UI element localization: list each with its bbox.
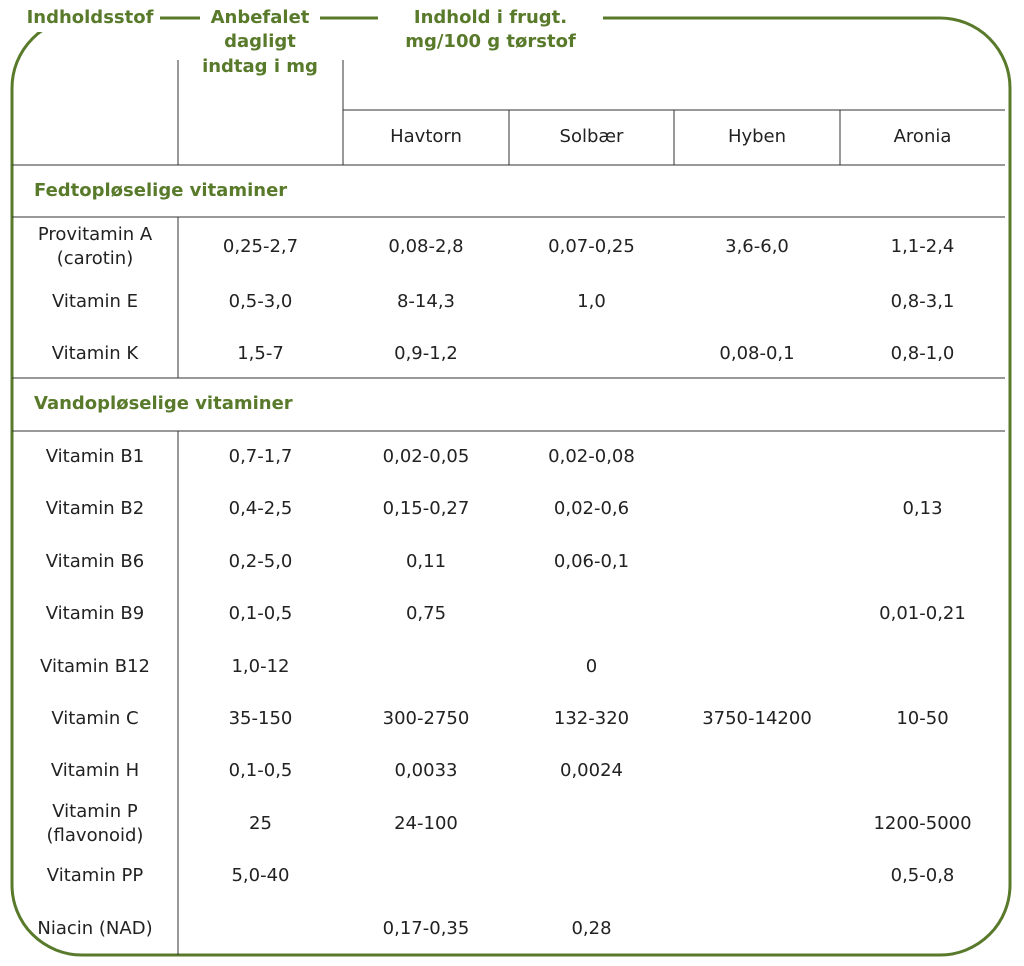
cell: 1200-5000 [873, 812, 972, 834]
cell: 0,07-0,25 [548, 235, 635, 257]
cell: 0,15-0,27 [382, 498, 470, 520]
cell: 1,5-7 [237, 342, 284, 364]
cell: 0,13 [902, 498, 943, 520]
cell: 0,02-0,6 [553, 498, 630, 520]
cell: 0,0033 [394, 760, 458, 782]
row-label: Vitamin P (flavonoid) [46, 800, 144, 846]
row-label: Vitamin PP [46, 865, 144, 887]
cell: 0,5-3,0 [228, 290, 293, 312]
cell: 0,7-1,7 [228, 446, 293, 468]
cell: 10-50 [896, 708, 949, 730]
row-label: Vitamin E [51, 290, 139, 312]
cell: 0 [585, 655, 598, 677]
cell: 0,08-2,8 [388, 235, 464, 257]
row-label: Provitamin A (carotin) [37, 223, 153, 269]
row-label: Vitamin C [51, 708, 139, 730]
header-label: Anbefalet dagligt indtag i mg [200, 6, 320, 86]
section-title: Vandopløselige vitaminer [34, 392, 293, 414]
row-label: Vitamin B9 [45, 603, 145, 625]
cell: 0,75 [405, 603, 447, 625]
cell: 5,0-40 [231, 865, 290, 887]
row-label: Niacin (NAD) [37, 917, 153, 939]
fruit-header: Hyben [727, 126, 787, 148]
cell: 0,1-0,5 [228, 760, 293, 782]
grid [12, 60, 1005, 955]
fruit-header: Aronia [893, 126, 952, 148]
row-label: Vitamin B6 [45, 550, 145, 572]
header-label: Indhold i frugt. mg/100 g tørstof [378, 6, 603, 58]
cell: 0,9-1,2 [394, 342, 458, 364]
cell: 300-2750 [382, 708, 470, 730]
cell: 0,02-0,05 [382, 446, 470, 468]
header-label: Indholdsstof [20, 6, 160, 32]
cell: 1,0-12 [231, 655, 290, 677]
cell: 1,0 [577, 290, 606, 312]
cell: 0,08-0,1 [719, 342, 795, 364]
cell: 132-320 [553, 708, 630, 730]
cell: 3,6-6,0 [725, 235, 789, 257]
row-label: Vitamin B12 [40, 655, 150, 677]
cell: 0,0024 [560, 760, 623, 782]
row-label: Vitamin H [50, 760, 140, 782]
fruit-header: Solbær [559, 126, 624, 148]
cell: 0,28 [571, 917, 612, 939]
cell: 3750-14200 [702, 708, 812, 730]
cell: 0,06-0,1 [553, 550, 630, 572]
cell: 0,1-0,5 [228, 603, 293, 625]
cell: 0,25-2,7 [222, 235, 299, 257]
cell: 0,4-2,5 [228, 498, 293, 520]
cell: 0,5-0,8 [890, 865, 955, 887]
cell: 0,02-0,08 [548, 446, 635, 468]
fruit-header: Havtorn [390, 126, 462, 148]
cell: 0,17-0,35 [382, 917, 470, 939]
row-label: Vitamin B2 [45, 498, 145, 520]
cell: 25 [249, 812, 272, 834]
row-label: Vitamin K [51, 342, 139, 364]
cell: 0,8-1,0 [890, 342, 955, 364]
cell: 0,8-3,1 [890, 290, 955, 312]
section-title: Fedtopløselige vitaminer [34, 179, 288, 201]
cell: 35-150 [228, 708, 293, 730]
cell: 0,01-0,21 [879, 603, 966, 625]
cell: 8-14,3 [396, 290, 456, 312]
cell: 0,2-5,0 [228, 550, 293, 572]
cell: 1,1-2,4 [890, 235, 955, 257]
cell: 0,11 [405, 550, 447, 572]
cell: 24-100 [394, 812, 458, 834]
row-label: Vitamin B1 [45, 446, 145, 468]
